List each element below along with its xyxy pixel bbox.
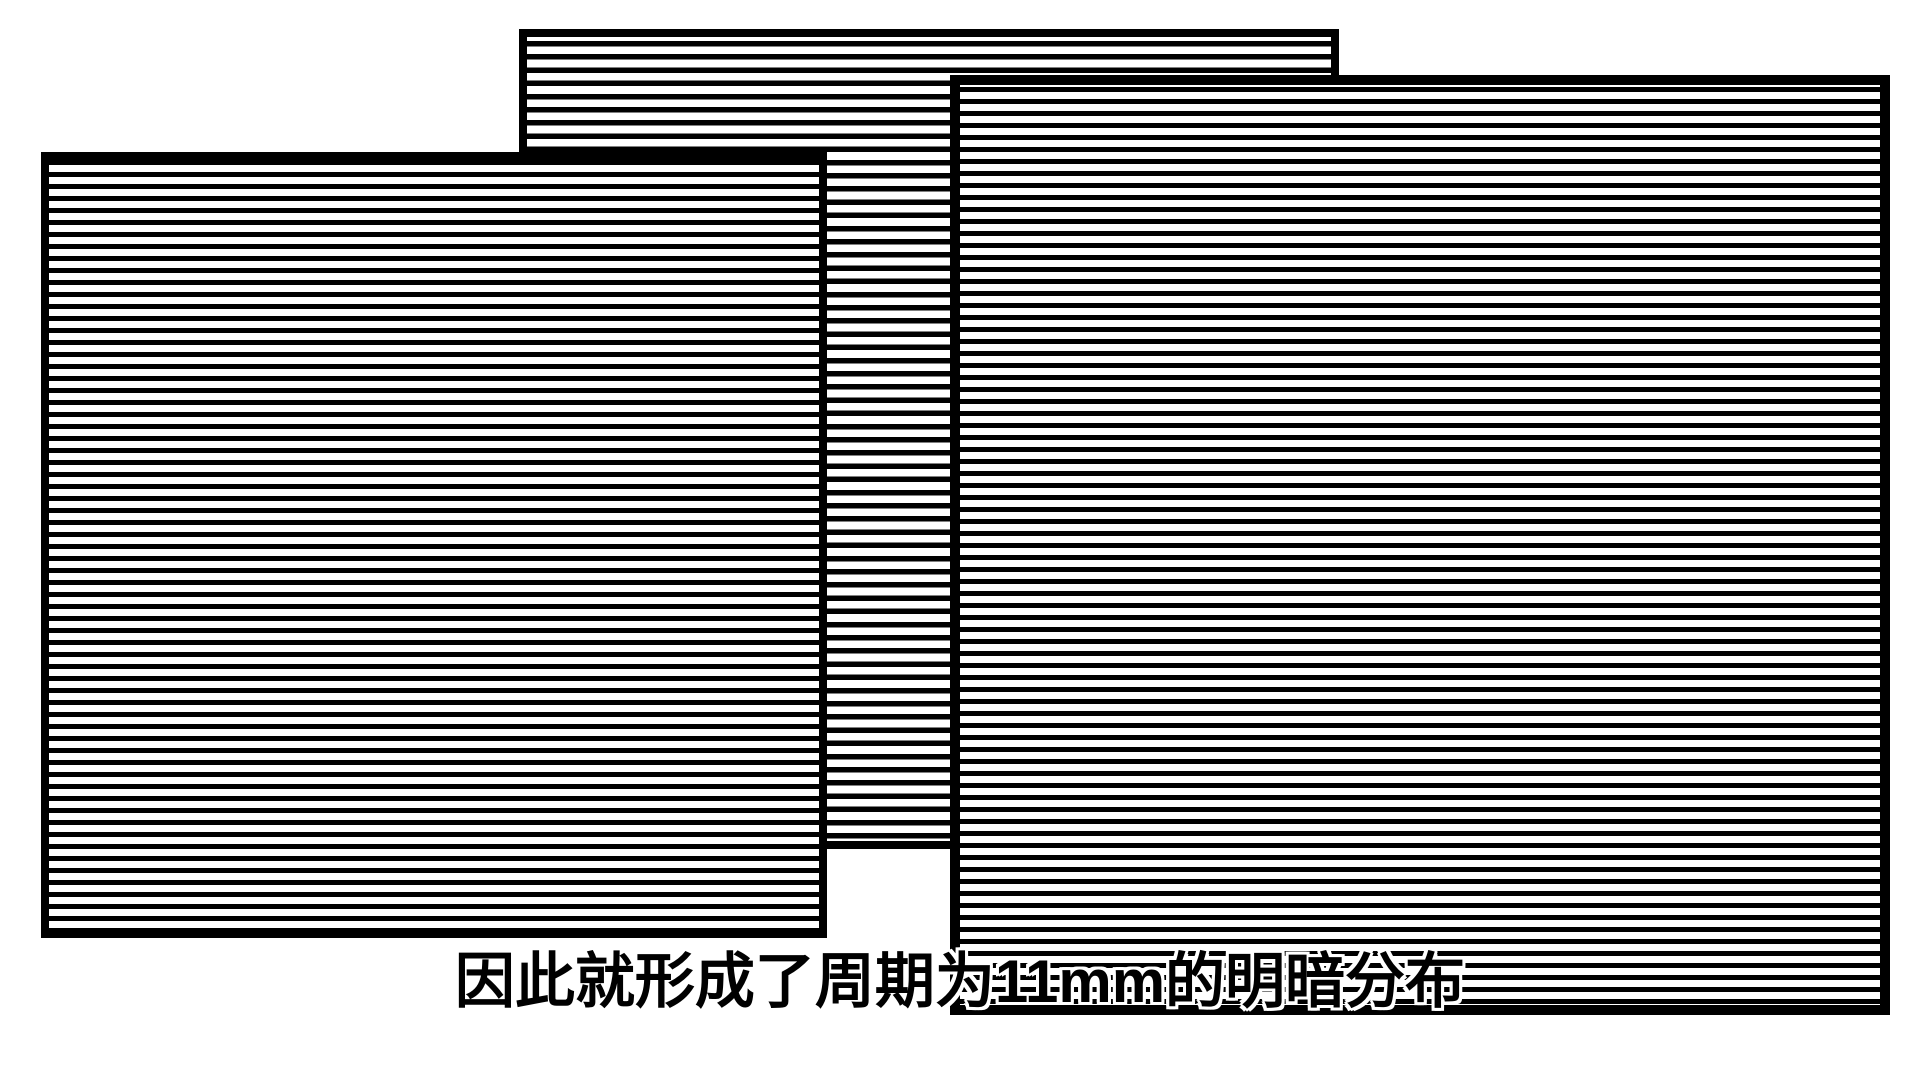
subtitle-caption: 因此就形成了周期为11mm的明暗分布	[0, 933, 1920, 1020]
grating-right	[950, 75, 1890, 1015]
grating-left	[41, 152, 827, 938]
diagram-stage: 因此就形成了周期为11mm的明暗分布	[0, 0, 1920, 1080]
